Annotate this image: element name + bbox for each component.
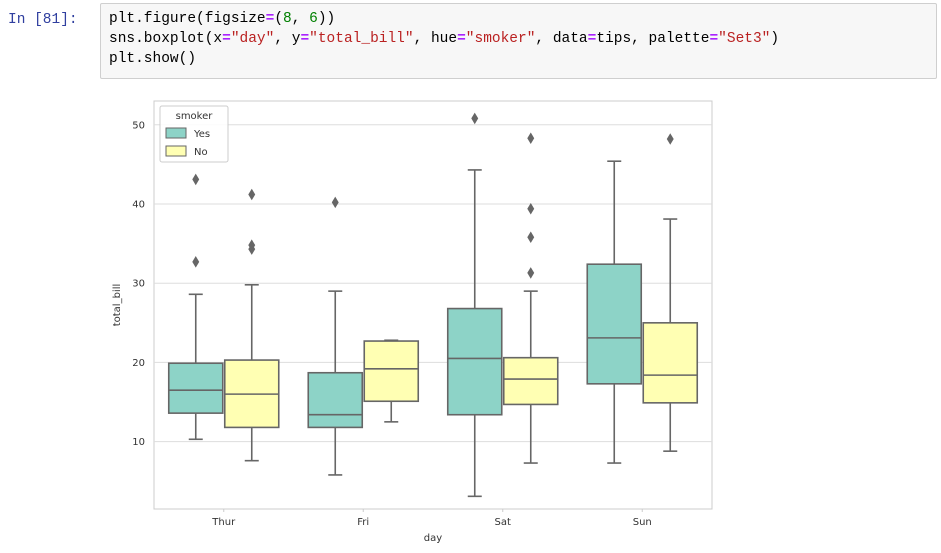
code-token: 8 (283, 11, 292, 27)
y-tick-label: 20 (132, 358, 145, 369)
legend-swatch (165, 145, 187, 157)
code-line: sns.boxplot(x="day", y="total_bill", hue… (109, 29, 928, 49)
x-tick-label: Sun (633, 517, 652, 528)
code-token: "Set3" (718, 31, 771, 47)
code-line: plt.figure(figsize=(8, 6)) (109, 9, 928, 29)
code-token: ( (274, 11, 284, 27)
outlier-point (527, 267, 535, 279)
code-token: "total_bill" (309, 31, 414, 47)
outlier-point (248, 188, 256, 201)
y-axis-label: total_bill (112, 284, 123, 327)
outlier-point (471, 112, 479, 125)
outlier-point (527, 132, 535, 145)
box (586, 263, 643, 385)
code-cell-input[interactable]: plt.figure(figsize=(8, 6)) sns.boxplot(x… (100, 3, 937, 79)
code-token: = (300, 31, 310, 47)
x-tick-label: Thur (211, 517, 236, 528)
code-token: plt.figure(figsize (109, 11, 266, 27)
code-token: = (587, 31, 597, 47)
outlier-point (192, 173, 200, 186)
code-token: , data (535, 31, 588, 47)
x-tick-label: Sat (495, 517, 511, 528)
box (446, 307, 503, 416)
outlier-point (248, 239, 256, 251)
code-token: "smoker" (465, 31, 536, 47)
code-token: 6 (309, 11, 318, 27)
outlier-point (527, 202, 535, 215)
code-token: = (222, 31, 231, 47)
box (502, 356, 559, 406)
code-line: plt.show() (109, 49, 928, 69)
code-token: , hue (413, 31, 458, 47)
code-token: )) (317, 11, 336, 27)
legend-label: Yes (193, 129, 210, 140)
code-token: = (709, 31, 719, 47)
code-token: sns.boxplot(x (109, 31, 223, 47)
legend-label: No (194, 147, 208, 158)
outlier-point (192, 256, 200, 268)
cell-prompt: In [81]: (8, 12, 78, 28)
legend-swatch (165, 127, 187, 139)
code-token: = (457, 31, 466, 47)
x-tick-label: Fri (357, 517, 369, 528)
code-token: tips, palette (596, 31, 710, 47)
code-token: plt.show() (109, 51, 197, 67)
x-axis-label: day (424, 533, 442, 544)
outlier-point (666, 133, 674, 145)
code-token: ) (770, 31, 780, 47)
box (363, 340, 420, 403)
code-token: = (265, 11, 275, 27)
outlier-point (331, 196, 339, 209)
y-tick-label: 10 (132, 437, 145, 448)
cell-output: 10 20 30 40 50 Thur Fri Sat Sun day total_bill smok… (100, 84, 941, 553)
outlier-point (527, 231, 535, 244)
y-tick-label: 50 (132, 120, 145, 131)
code-token: , y (274, 31, 301, 47)
y-tick-label: 40 (132, 199, 145, 210)
legend-title: smoker (176, 111, 214, 122)
box (167, 362, 224, 414)
code-token: "day" (230, 31, 275, 47)
code-token: , (291, 11, 310, 27)
y-tick-label: 30 (132, 279, 145, 290)
box (642, 322, 699, 404)
box (307, 371, 364, 429)
boxplot-chart: 10 20 30 40 50 Thur Fri Sat Sun day total_bill smok… (112, 100, 713, 544)
